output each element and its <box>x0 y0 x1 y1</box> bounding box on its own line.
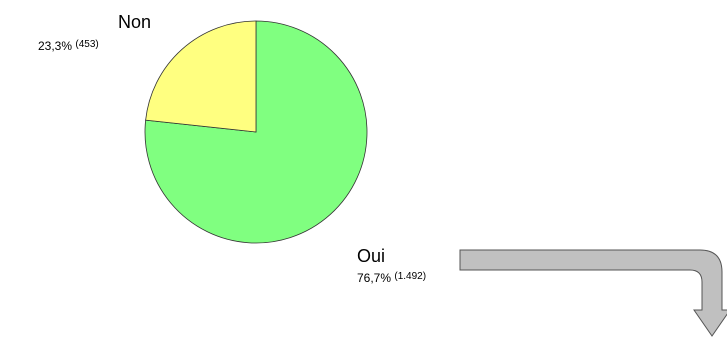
slice-label-non: Non <box>118 12 152 32</box>
slice-count-oui: (1.492) <box>394 271 427 282</box>
slice-percent-non: 23,3% <box>38 39 73 53</box>
slice-value-oui: 76,7% (1.492) <box>357 272 426 285</box>
slice-value-non: 23,3% (453) <box>38 40 99 53</box>
slice-label-oui: Oui <box>357 246 386 266</box>
slice-count-non: (453) <box>75 39 99 50</box>
bent-arrow-icon <box>459 249 727 337</box>
slice-percent-oui: 76,7% <box>357 271 392 285</box>
pie-slice-non <box>145 20 257 133</box>
